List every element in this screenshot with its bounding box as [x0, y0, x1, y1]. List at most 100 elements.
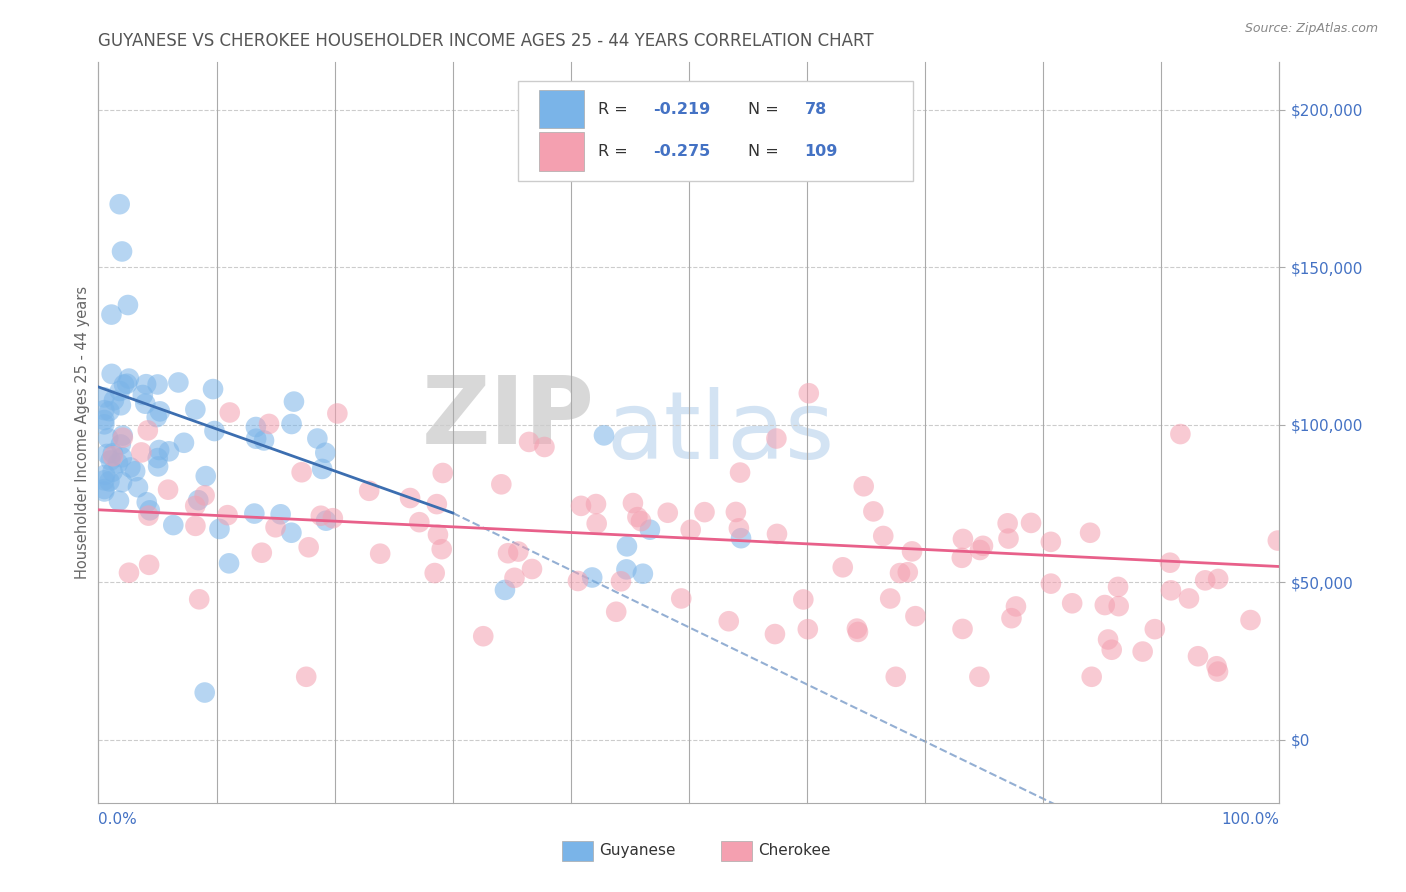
Y-axis label: Householder Income Ages 25 - 44 years: Householder Income Ages 25 - 44 years [75, 286, 90, 579]
Text: R =: R = [598, 102, 633, 117]
Point [146, 377, 169, 392]
Point [131, 445, 153, 459]
Point [148, 443, 170, 458]
Point [107, 456, 129, 470]
Point [533, 440, 555, 454]
Point [1062, 596, 1084, 610]
Point [426, 527, 449, 541]
FancyBboxPatch shape [517, 81, 914, 181]
Text: -0.275: -0.275 [654, 144, 711, 159]
Point [298, 541, 321, 555]
Point [101, 465, 124, 479]
Point [997, 532, 1019, 546]
Point [717, 614, 740, 628]
Point [291, 465, 314, 479]
Point [157, 483, 180, 497]
Point [173, 435, 195, 450]
Point [184, 402, 207, 417]
Point [585, 497, 607, 511]
Point [969, 670, 991, 684]
Point [1039, 534, 1062, 549]
Point [149, 404, 172, 418]
Point [138, 558, 160, 572]
Point [630, 514, 652, 528]
Point [1206, 665, 1229, 679]
Point [1078, 525, 1101, 540]
Point [1239, 613, 1261, 627]
Point [1101, 642, 1123, 657]
Point [94, 467, 117, 482]
Point [730, 531, 752, 545]
Text: 100.0%: 100.0% [1222, 813, 1279, 827]
Point [1143, 622, 1166, 636]
Point [626, 510, 648, 524]
Point [194, 685, 217, 699]
Point [97, 431, 120, 445]
Point [184, 519, 207, 533]
Point [218, 405, 240, 419]
Point [432, 466, 454, 480]
Point [194, 469, 217, 483]
Point [101, 446, 124, 460]
Point [491, 477, 513, 491]
Point [184, 499, 207, 513]
Point [110, 437, 132, 451]
Point [567, 574, 589, 588]
Point [217, 508, 239, 523]
Point [763, 627, 786, 641]
Point [326, 407, 349, 421]
Point [359, 483, 381, 498]
Point [204, 424, 226, 438]
Point [610, 574, 633, 589]
Point [693, 505, 716, 519]
Point [118, 566, 141, 580]
Text: Cherokee: Cherokee [758, 844, 831, 858]
Point [1205, 659, 1227, 673]
Bar [538, 90, 583, 128]
Point [270, 508, 292, 522]
Point [243, 507, 266, 521]
Point [315, 514, 337, 528]
Point [111, 244, 134, 259]
Point [311, 462, 333, 476]
Point [631, 566, 654, 581]
Point [997, 516, 1019, 531]
Bar [538, 132, 583, 170]
Point [972, 539, 994, 553]
Point [1094, 598, 1116, 612]
Text: 78: 78 [804, 102, 827, 117]
Point [792, 592, 814, 607]
Text: 0.0%: 0.0% [98, 813, 138, 827]
Point [1187, 649, 1209, 664]
Point [202, 382, 225, 396]
Point [408, 515, 430, 529]
Point [250, 546, 273, 560]
Point [112, 377, 135, 392]
Point [724, 505, 747, 519]
Point [124, 464, 146, 478]
Point [1107, 580, 1129, 594]
Point [115, 376, 138, 391]
Point [218, 557, 240, 571]
Point [517, 434, 540, 449]
Point [100, 367, 122, 381]
Point [1160, 583, 1182, 598]
Point [423, 566, 446, 580]
Point [108, 197, 131, 211]
Point [969, 543, 991, 558]
Point [616, 539, 638, 553]
Point [93, 482, 115, 496]
Point [93, 413, 115, 427]
Point [127, 480, 149, 494]
Point [879, 591, 901, 606]
Point [139, 503, 162, 517]
Point [581, 570, 603, 584]
Point [852, 479, 875, 493]
Point [671, 591, 693, 606]
Point [194, 488, 217, 502]
Point [520, 562, 543, 576]
Point [120, 460, 142, 475]
Text: -0.219: -0.219 [654, 102, 711, 117]
Point [118, 371, 141, 385]
Text: Guyanese: Guyanese [599, 844, 675, 858]
